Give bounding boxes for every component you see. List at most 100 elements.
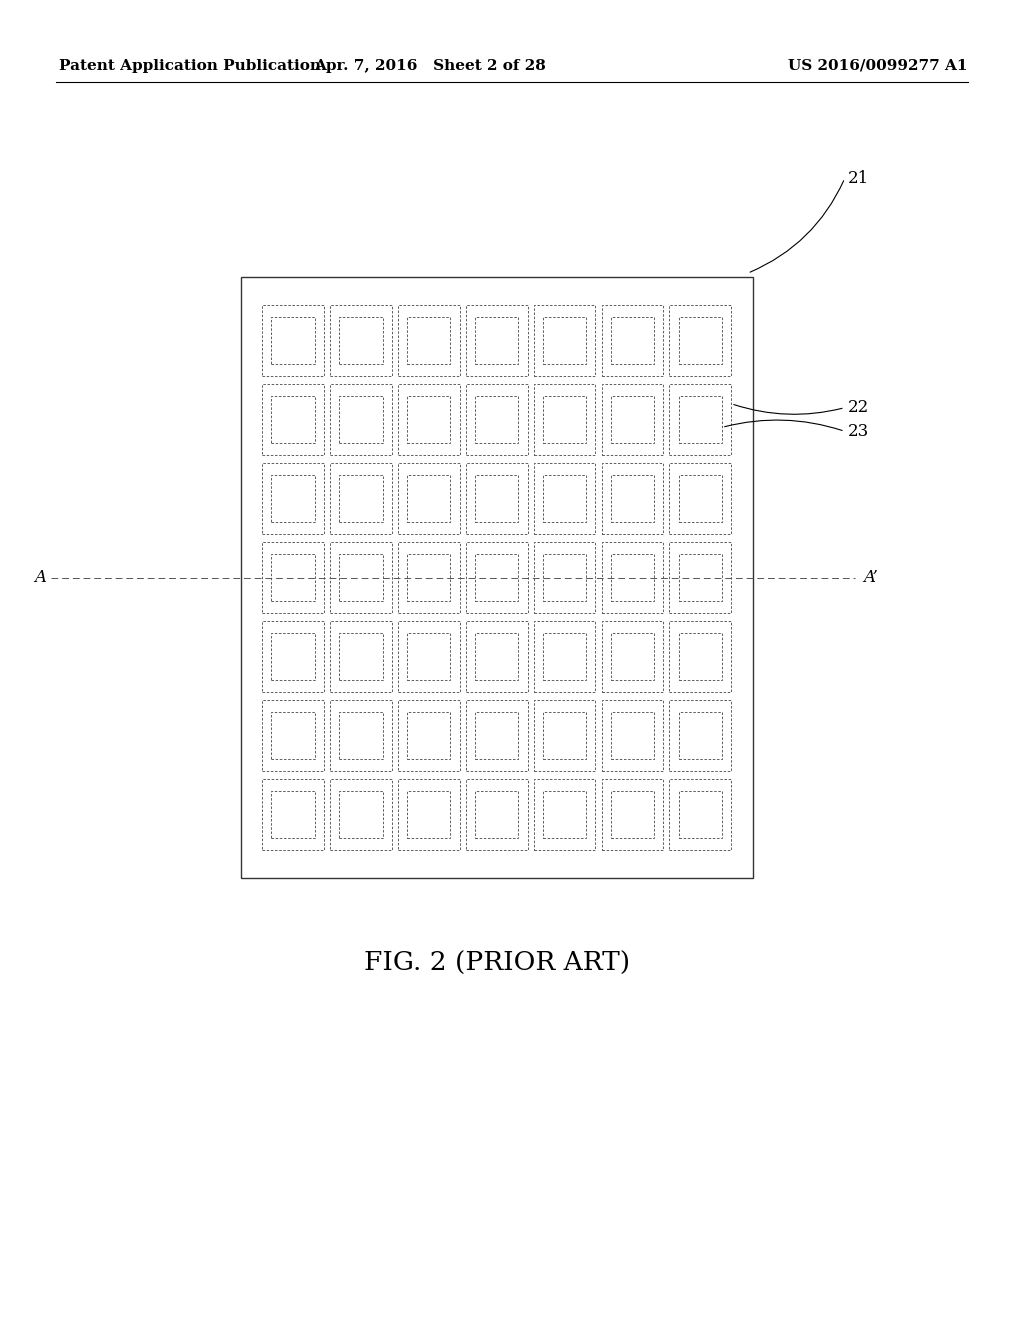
Bar — [330, 384, 392, 455]
Bar — [271, 554, 314, 601]
Bar — [601, 384, 664, 455]
Bar — [408, 317, 451, 364]
Text: A’: A’ — [863, 569, 878, 586]
Bar — [339, 554, 383, 601]
Bar — [534, 384, 595, 455]
Bar — [543, 396, 586, 444]
Bar — [543, 791, 586, 838]
Bar — [610, 711, 654, 759]
Bar — [610, 475, 654, 523]
Bar — [466, 700, 527, 771]
Bar — [330, 305, 392, 376]
Bar — [408, 711, 451, 759]
Bar — [670, 779, 731, 850]
Text: 21: 21 — [848, 170, 869, 186]
Bar — [534, 543, 595, 612]
Bar — [262, 620, 324, 692]
Bar — [610, 554, 654, 601]
Bar — [679, 632, 722, 680]
Text: FIG. 2 (PRIOR ART): FIG. 2 (PRIOR ART) — [364, 952, 630, 975]
Bar — [330, 700, 392, 771]
Bar — [398, 384, 460, 455]
Text: 22: 22 — [848, 399, 869, 416]
Bar — [330, 543, 392, 612]
Bar — [271, 396, 314, 444]
Bar — [398, 620, 460, 692]
Bar — [543, 554, 586, 601]
Bar — [339, 396, 383, 444]
Bar — [330, 779, 392, 850]
Bar — [466, 543, 527, 612]
Bar — [262, 700, 324, 771]
Bar — [670, 620, 731, 692]
Text: Apr. 7, 2016   Sheet 2 of 28: Apr. 7, 2016 Sheet 2 of 28 — [314, 58, 546, 73]
Bar — [271, 475, 314, 523]
Bar — [679, 317, 722, 364]
Bar — [262, 305, 324, 376]
Bar — [679, 396, 722, 444]
Bar — [408, 396, 451, 444]
Bar — [670, 463, 731, 535]
Bar — [408, 475, 451, 523]
Bar — [466, 305, 527, 376]
Bar — [475, 791, 518, 838]
Bar — [475, 396, 518, 444]
Bar — [466, 779, 527, 850]
Bar — [679, 554, 722, 601]
Bar — [339, 791, 383, 838]
Bar — [271, 711, 314, 759]
Bar — [601, 700, 664, 771]
Bar — [534, 463, 595, 535]
Bar — [398, 543, 460, 612]
Bar — [475, 632, 518, 680]
Bar — [475, 475, 518, 523]
Bar — [262, 779, 324, 850]
Bar — [475, 317, 518, 364]
Bar — [610, 791, 654, 838]
Bar — [543, 711, 586, 759]
Text: 23: 23 — [848, 422, 869, 440]
Bar — [398, 463, 460, 535]
Bar — [330, 620, 392, 692]
Bar — [339, 632, 383, 680]
Bar — [408, 632, 451, 680]
Bar — [241, 277, 753, 878]
Bar — [601, 779, 664, 850]
Bar — [339, 711, 383, 759]
Bar — [339, 475, 383, 523]
Bar — [543, 632, 586, 680]
Bar — [534, 305, 595, 376]
Text: A: A — [34, 569, 46, 586]
Bar — [398, 305, 460, 376]
Bar — [271, 632, 314, 680]
Text: US 2016/0099277 A1: US 2016/0099277 A1 — [788, 58, 968, 73]
Bar — [543, 317, 586, 364]
Bar — [610, 317, 654, 364]
Bar — [670, 700, 731, 771]
Bar — [408, 791, 451, 838]
Bar — [601, 463, 664, 535]
Bar — [466, 463, 527, 535]
Bar — [475, 711, 518, 759]
Bar — [679, 475, 722, 523]
Bar — [679, 711, 722, 759]
Bar — [262, 543, 324, 612]
Bar — [534, 779, 595, 850]
Bar — [408, 554, 451, 601]
Bar — [534, 700, 595, 771]
Bar — [543, 475, 586, 523]
Bar — [475, 554, 518, 601]
Bar — [601, 543, 664, 612]
Bar — [271, 317, 314, 364]
Bar — [339, 317, 383, 364]
Bar — [271, 791, 314, 838]
Bar — [610, 396, 654, 444]
Bar — [670, 543, 731, 612]
Bar — [330, 463, 392, 535]
Bar — [466, 620, 527, 692]
Text: Patent Application Publication: Patent Application Publication — [59, 58, 322, 73]
Bar — [398, 779, 460, 850]
Bar — [601, 305, 664, 376]
Bar — [534, 620, 595, 692]
Bar — [262, 463, 324, 535]
